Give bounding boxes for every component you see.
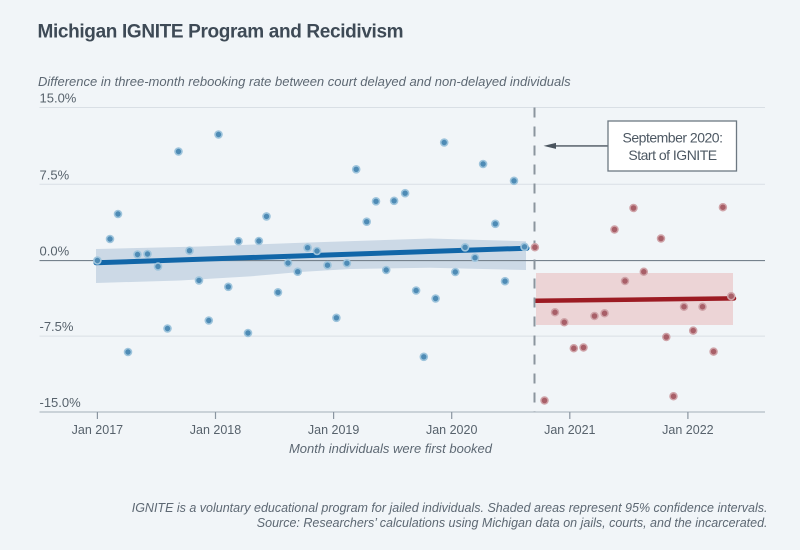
svg-text:Jan 2020: Jan 2020	[426, 423, 477, 437]
svg-text:7.5%: 7.5%	[40, 167, 70, 182]
svg-text:Jan 2022: Jan 2022	[662, 423, 713, 437]
svg-text:Michigan IGNITE Program and Re: Michigan IGNITE Program and Recidivism	[38, 22, 404, 43]
svg-text:Jan 2021: Jan 2021	[544, 423, 595, 437]
svg-text:September 2020:: September 2020:	[623, 130, 723, 146]
svg-text:-15.0%: -15.0%	[40, 395, 82, 410]
svg-text:Start of IGNITE: Start of IGNITE	[628, 147, 716, 163]
svg-text:Jan 2017: Jan 2017	[72, 423, 123, 437]
svg-text:-7.5%: -7.5%	[40, 319, 74, 334]
svg-text:Jan 2018: Jan 2018	[190, 423, 241, 437]
svg-text:Month individuals were first b: Month individuals were first booked	[289, 441, 493, 456]
svg-text:15.0%: 15.0%	[40, 91, 77, 106]
svg-text:Jan 2019: Jan 2019	[308, 423, 359, 437]
svg-text:Difference in three-month rebo: Difference in three-month rebooking rate…	[38, 74, 571, 89]
svg-text:Source: Researchers’ calculati: Source: Researchers’ calculations using …	[257, 516, 768, 530]
svg-text:IGNITE is a voluntary educatio: IGNITE is a voluntary educational progra…	[132, 501, 768, 515]
svg-text:0.0%: 0.0%	[40, 244, 70, 259]
